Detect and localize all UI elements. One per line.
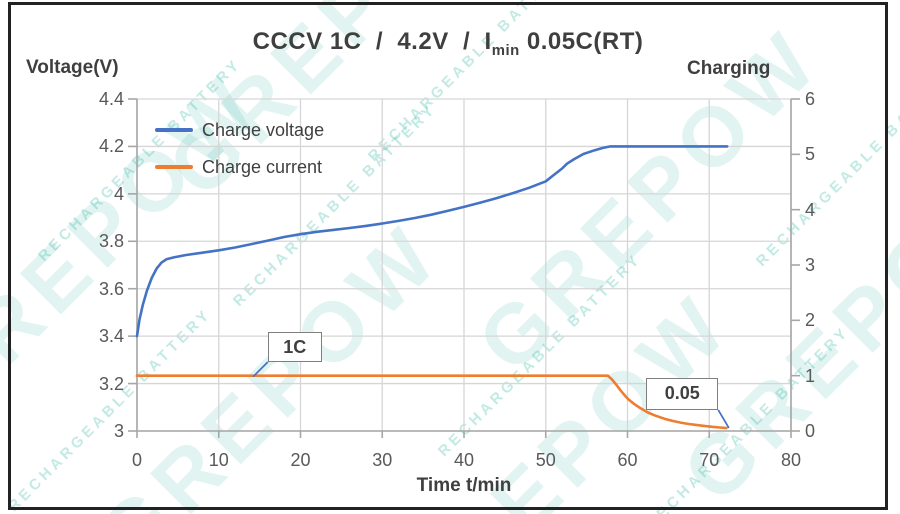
chart-title-subscript: min — [491, 42, 520, 59]
chart-legend: Charge voltage Charge current — [155, 119, 324, 193]
left-axis-tick-label: 3.4 — [98, 326, 124, 347]
x-axis-tick-label: 70 — [699, 450, 720, 470]
x-axis-tick-label: 80 — [780, 450, 802, 470]
chart-title-prefix: CCCV 1C / 4.2V / I — [252, 28, 492, 55]
right-axis-tick-label: 3 — [805, 255, 816, 275]
x-axis-tick-label: 30 — [372, 450, 393, 470]
left-axis-tick-label: 4 — [113, 183, 124, 204]
x-axis-tick-label: 50 — [535, 450, 556, 470]
right-axis-tick-label: 4 — [805, 199, 816, 220]
chart-title: CCCV 1C / 4.2V / Imin 0.05C(RT) — [8, 28, 888, 59]
right-axis-tick-label: 5 — [805, 144, 816, 165]
legend-label-charge-voltage: Charge voltage — [202, 119, 325, 140]
right-axis-tick-label: 0 — [805, 421, 816, 441]
legend-label-charge-current: Charge current — [202, 156, 323, 177]
left-axis-tick-label: 3.8 — [98, 231, 124, 252]
x-axis-title: Time t/min — [416, 475, 512, 496]
left-axis-tick-label: 3 — [113, 421, 124, 441]
annotation-1C: 1C — [267, 332, 322, 362]
charge-current-line-swatch — [155, 165, 193, 169]
x-axis-tick-label: 10 — [208, 450, 229, 470]
legend-item-charge-voltage: Charge voltage — [155, 119, 324, 141]
charge-voltage-line-swatch — [155, 128, 193, 132]
x-axis-tick-label: 0 — [131, 450, 142, 470]
x-axis-tick-label: 20 — [290, 450, 311, 470]
x-axis-tick-label: 40 — [453, 450, 475, 470]
left-axis-tick-label: 4.4 — [98, 89, 124, 109]
right-axis-tick-label: 2 — [805, 310, 816, 331]
chart-title-suffix: 0.05C(RT) — [519, 28, 644, 55]
legend-item-charge-current: Charge current — [155, 156, 324, 178]
right-axis-tick-label: 6 — [805, 89, 816, 109]
left-axis-title: Voltage(V) — [26, 57, 119, 78]
right-axis-title: Charging — [687, 58, 771, 79]
x-axis-tick-label: 60 — [617, 450, 638, 470]
left-axis-tick-label: 3.6 — [98, 278, 124, 299]
annotation-0.05: 0.05 — [646, 377, 719, 410]
left-axis-tick-label: 4.2 — [98, 136, 124, 157]
right-axis-tick-label: 1 — [805, 365, 816, 386]
left-axis-tick-label: 3.2 — [98, 373, 124, 394]
